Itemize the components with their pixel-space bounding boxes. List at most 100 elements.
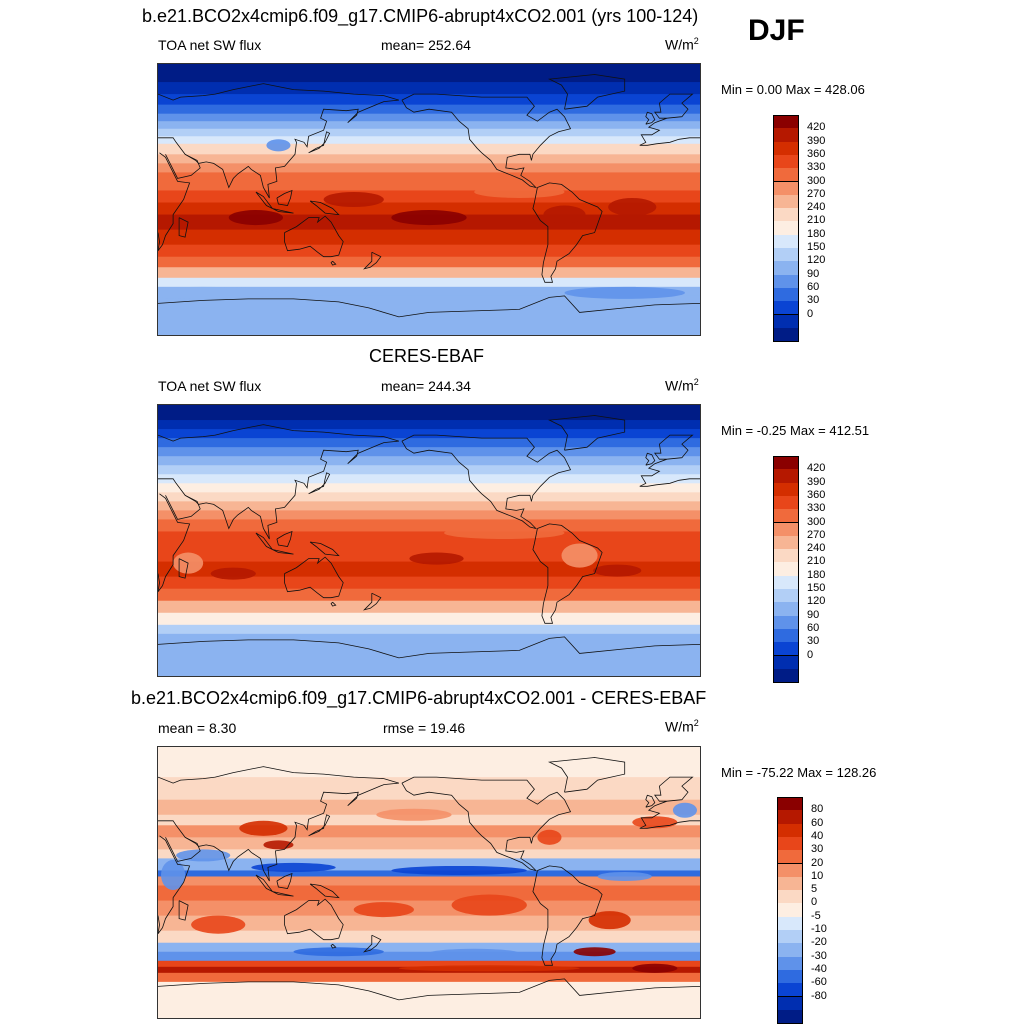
colorbar-label: 390 <box>807 134 826 147</box>
colorbar-box <box>773 128 799 143</box>
colorbar-box <box>777 1009 803 1024</box>
colorbar-box <box>773 522 799 537</box>
colorbar-label: 270 <box>807 187 826 200</box>
panel1-variable: TOA net SW flux <box>158 37 262 53</box>
panel1-title: b.e21.BCO2x4cmip6.f09_g17.CMIP6-abrupt4x… <box>142 6 699 26</box>
colorbar-box <box>777 836 803 852</box>
colorbar-box <box>773 194 799 210</box>
coastlines <box>158 415 700 659</box>
colorbar-box <box>777 916 803 931</box>
colorbar-label: 240 <box>807 542 826 555</box>
colorbar-label: 40 <box>811 829 824 842</box>
colorbar-box <box>773 181 799 196</box>
panel2-mean: mean= 244.34 <box>381 378 471 394</box>
colorbar-label: 10 <box>811 869 824 882</box>
colorbar-label: -20 <box>811 936 827 949</box>
colorbar-label: -40 <box>811 962 827 975</box>
colorbar-label: 120 <box>807 254 826 267</box>
colorbar-label: 150 <box>807 241 826 253</box>
panel3-units: W/m2 <box>665 718 699 735</box>
panel3-minmax: Min = -75.22 Max = 128.26 <box>721 765 877 780</box>
colorbar-box <box>773 575 799 590</box>
colorbar-label: -30 <box>811 949 827 962</box>
season-label: DJF <box>748 14 805 47</box>
colorbar-label: 180 <box>807 568 826 581</box>
colorbar-box <box>777 876 803 892</box>
panel3-title: b.e21.BCO2x4cmip6.f09_g17.CMIP6-abrupt4x… <box>131 688 707 708</box>
colorbar-label: 60 <box>807 280 820 293</box>
colorbar-label: 0 <box>811 896 818 909</box>
panel2-map <box>157 404 701 677</box>
colorbar-box <box>773 327 799 343</box>
colorbar-label: -60 <box>811 976 827 989</box>
colorbar-label: 300 <box>807 174 826 187</box>
colorbar-box <box>777 943 803 958</box>
colorbar-box <box>773 274 799 289</box>
colorbar-box <box>777 903 803 918</box>
colorbar-box <box>777 890 803 905</box>
field-shading <box>158 64 700 335</box>
colorbar-box <box>773 221 799 236</box>
colorbar-box <box>773 248 799 263</box>
colorbar-label: 330 <box>807 502 826 515</box>
colorbar-label: 80 <box>811 803 824 816</box>
colorbar-box <box>777 983 803 998</box>
colorbar-label: 240 <box>807 201 826 214</box>
coastlines <box>158 74 700 318</box>
colorbar-box <box>773 154 799 170</box>
colorbar-box <box>773 301 799 316</box>
colorbar-label: 120 <box>807 595 826 608</box>
colorbar-label: 5 <box>811 883 818 896</box>
colorbar-box <box>773 549 799 564</box>
colorbar-box <box>773 168 799 183</box>
colorbar-label: 360 <box>807 147 826 160</box>
colorbar-label: 300 <box>807 515 826 528</box>
colorbar-box <box>777 930 803 945</box>
colorbar-label: 30 <box>811 843 824 856</box>
colorbar-box <box>773 562 799 577</box>
colorbar-label: 420 <box>807 121 826 134</box>
colorbar-label: 150 <box>807 582 826 594</box>
colorbar-box <box>773 469 799 484</box>
colorbar-box <box>773 261 799 276</box>
colorbar-box <box>777 969 803 985</box>
panel3-mean: mean = 8.30 <box>158 720 237 736</box>
colorbar-box <box>773 615 799 630</box>
colorbar-label: -80 <box>811 989 827 1002</box>
colorbar-box <box>773 655 799 670</box>
colorbar-box <box>777 810 803 825</box>
colorbar-box <box>777 996 803 1011</box>
panel2-units: W/m2 <box>665 377 699 394</box>
colorbar-label: 30 <box>807 635 820 648</box>
colorbar-box <box>773 234 799 249</box>
colorbar-box <box>777 823 803 838</box>
colorbar-box <box>773 642 799 657</box>
colorbar-box <box>777 850 803 865</box>
colorbar-label: 90 <box>807 267 820 280</box>
panel2-variable: TOA net SW flux <box>158 378 262 394</box>
panel1-map <box>157 63 701 336</box>
colorbar-box <box>777 956 803 971</box>
colorbar-box <box>773 314 799 329</box>
colorbar-label: 0 <box>807 648 814 661</box>
colorbar-label: 60 <box>807 621 820 634</box>
colorbar-box <box>773 509 799 524</box>
colorbar-label: 420 <box>807 462 826 475</box>
panel1-minmax: Min = 0.00 Max = 428.06 <box>721 82 865 97</box>
colorbar-box <box>773 668 799 684</box>
colorbar-box <box>773 141 799 156</box>
colorbar-box <box>777 863 803 878</box>
colorbar-box <box>773 589 799 604</box>
panel1-mean: mean= 252.64 <box>381 37 471 53</box>
colorbar-label: 390 <box>807 475 826 488</box>
panel1-units: W/m2 <box>665 36 699 53</box>
colorbar-box <box>773 208 799 223</box>
colorbar-label: 270 <box>807 528 826 541</box>
colorbar-label: 0 <box>807 307 814 320</box>
colorbar-box <box>773 287 799 303</box>
panel3-map <box>157 746 701 1019</box>
colorbar-box <box>773 495 799 511</box>
colorbar-label: -10 <box>811 923 827 935</box>
colorbar-box <box>773 628 799 644</box>
panel3-rmse: rmse = 19.46 <box>383 720 466 736</box>
